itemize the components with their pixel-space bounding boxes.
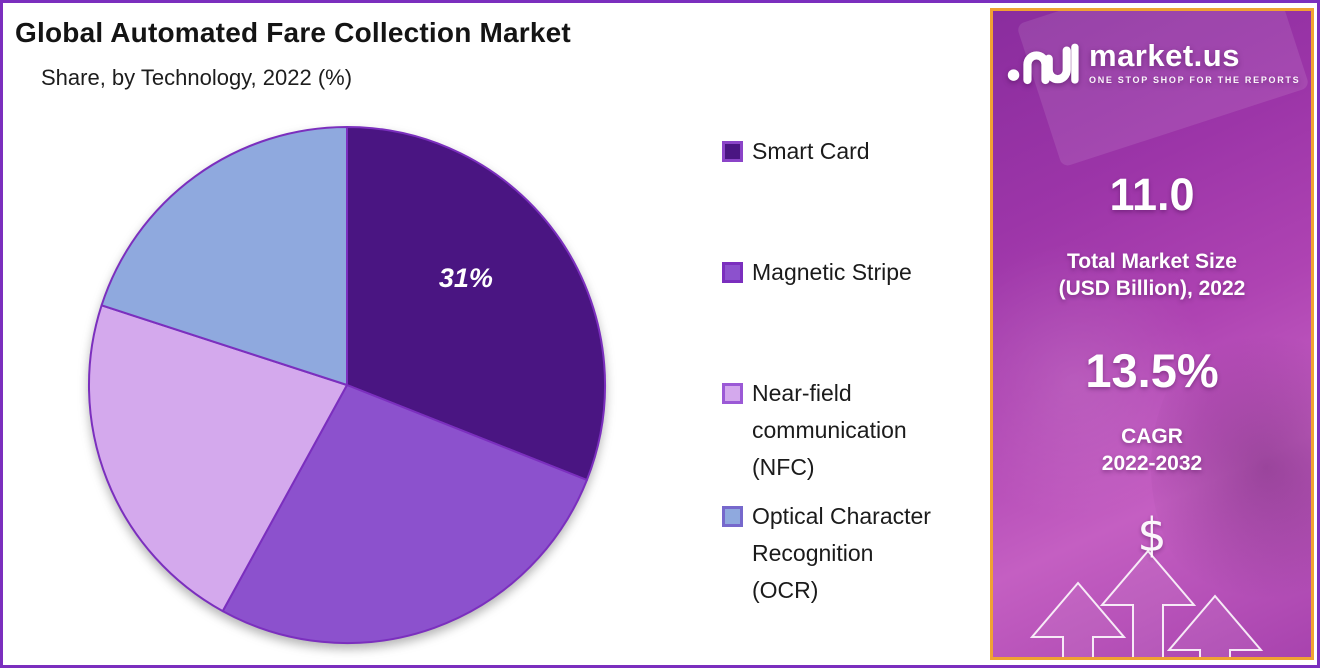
growth-arrow-right <box>1166 594 1264 657</box>
market-size-value: 11.0 <box>1109 169 1195 220</box>
market-size-label-line2: (USD Billion), 2022 <box>1058 277 1246 300</box>
legend-item-0: Smart Card <box>722 133 990 170</box>
pie-slice-1 <box>221 384 588 645</box>
growth-arrow-middle <box>1099 549 1197 657</box>
legend-item-1: Magnetic Stripe <box>722 254 990 291</box>
pie-slice-2 <box>87 304 348 613</box>
brand-sidebar: market.us ONE STOP SHOP FOR THE REPORTS … <box>990 8 1314 660</box>
page-title: Global Automated Fare Collection Market <box>15 17 571 48</box>
pie-chart: 31% <box>87 126 606 645</box>
pie-slice-3 <box>100 126 348 386</box>
legend-marker-icon <box>722 383 743 404</box>
pie-data-label: 31% <box>439 263 493 293</box>
market-size-label-line1: Total Market Size <box>1067 250 1237 273</box>
legend-marker-icon <box>722 506 743 527</box>
legend-marker-icon <box>722 141 743 162</box>
growth-arrows-icon <box>1029 549 1264 657</box>
legend-item-2: Near-field communication (NFC) <box>722 375 990 486</box>
legend-label: Smart Card <box>752 138 870 164</box>
brand-logo: market.us ONE STOP SHOP FOR THE REPORTS <box>1007 37 1300 87</box>
pie-slice-0 <box>346 126 606 481</box>
growth-arrow-left <box>1029 581 1127 657</box>
dollar-icon: $ <box>1137 508 1167 562</box>
cagr-label-line2: 2022-2032 <box>1101 452 1203 475</box>
pie-slices-group: 31% <box>87 126 606 645</box>
marketus-logo-icon <box>1007 43 1079 85</box>
legend-marker-icon <box>722 262 743 283</box>
brand-tagline: ONE STOP SHOP FOR THE REPORTS <box>1089 74 1301 85</box>
cagr-value: 13.5% <box>1085 344 1219 397</box>
legend-label: Magnetic Stripe <box>752 259 912 285</box>
brand-name: market.us <box>1089 37 1240 73</box>
legend-label: Optical Character Recognition (OCR) <box>752 503 931 603</box>
cagr-label-line1: CAGR <box>1121 425 1183 448</box>
legend-label: Near-field communication (NFC) <box>752 380 907 480</box>
market-size-label: Total Market Size (USD Billion), 2022 <box>993 248 1311 302</box>
cagr-label: CAGR 2022-2032 <box>993 423 1311 477</box>
pie-legend: Smart Card Magnetic Stripe Near-field commu… <box>722 133 990 609</box>
legend-item-3: Optical Character Recognition (OCR) <box>722 498 990 609</box>
page-subtitle: Share, by Technology, 2022 (%) <box>41 65 353 90</box>
